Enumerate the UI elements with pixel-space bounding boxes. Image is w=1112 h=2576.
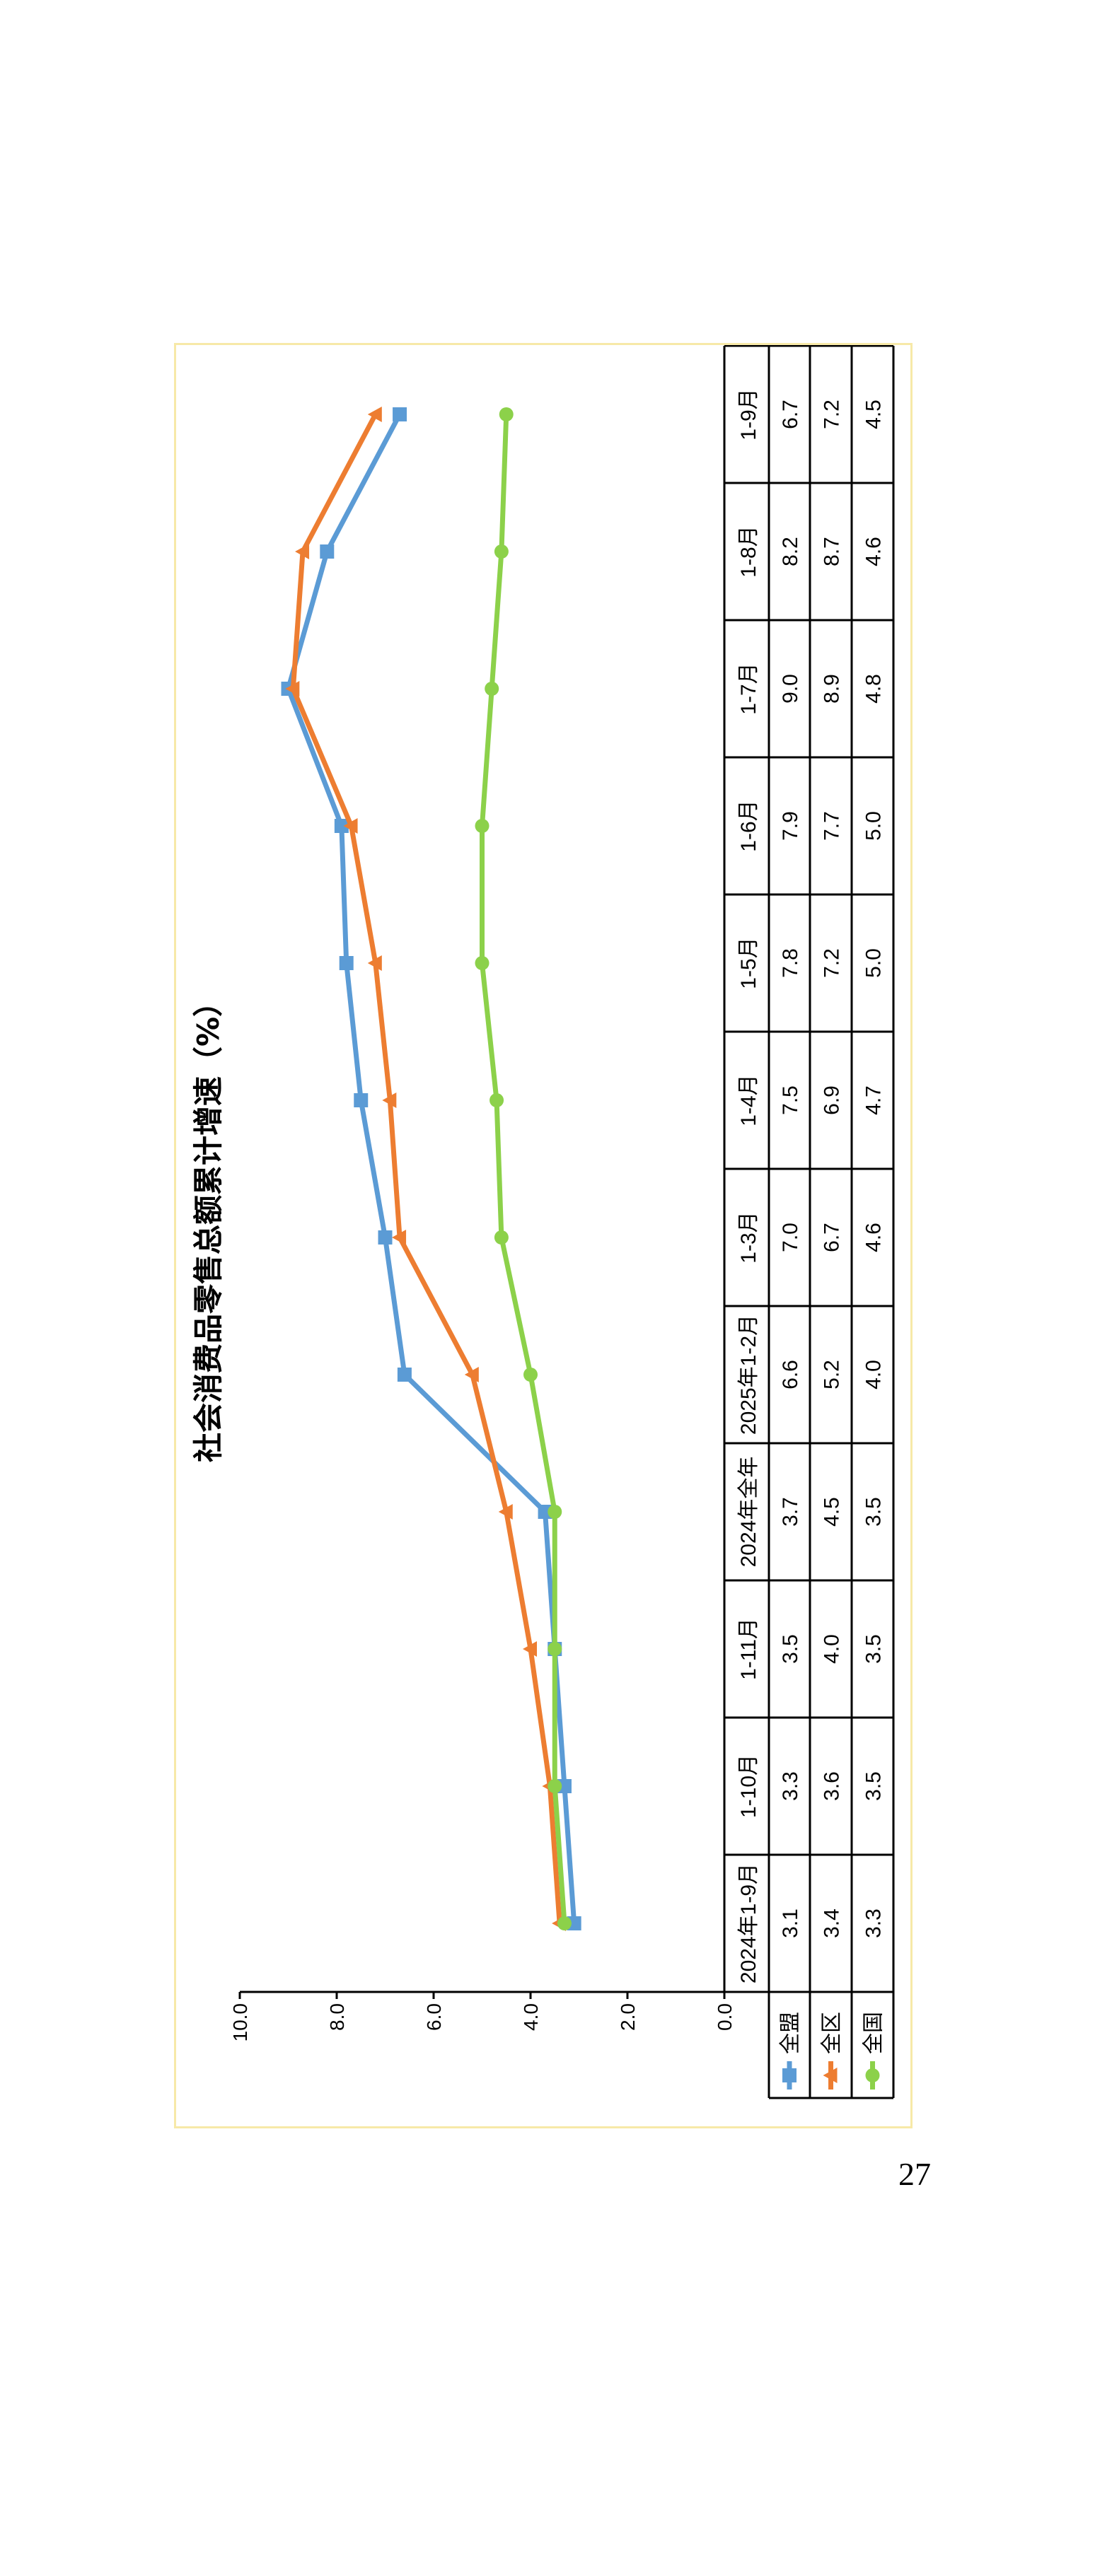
y-tick-label: 10.0 (229, 2003, 251, 2042)
table-header-cell: 2025年1-2月 (737, 1315, 760, 1435)
data-point-square (397, 1368, 412, 1382)
table-header-cell: 1-6月 (737, 800, 760, 851)
table-value-cell: 3.6 (821, 1771, 844, 1801)
table-header-cell: 1-8月 (737, 525, 760, 577)
page-number: 27 (898, 2156, 931, 2192)
data-point-square (378, 1230, 393, 1245)
y-tick-label: 2.0 (617, 2003, 639, 2031)
data-point-circle (475, 819, 490, 833)
data-point-triangle (285, 681, 300, 697)
data-point-triangle (343, 818, 358, 834)
table-value-cell: 3.5 (862, 1497, 886, 1527)
data-point-square (393, 407, 407, 421)
table-header-cell: 1-7月 (737, 663, 760, 714)
table-value-cell: 3.3 (779, 1771, 802, 1801)
table-value-cell: 4.8 (862, 674, 886, 704)
data-point-square (354, 1093, 369, 1107)
data-point-triangle (367, 955, 382, 971)
table-value-cell: 5.2 (821, 1360, 844, 1389)
table-value-cell: 4.5 (862, 400, 886, 429)
data-point-circle (494, 544, 509, 559)
table-header-cell: 2024年1-9月 (737, 1863, 760, 1983)
table-value-cell: 5.0 (862, 811, 886, 841)
table-value-cell: 4.6 (862, 537, 886, 566)
table-value-cell: 3.5 (862, 1771, 886, 1801)
data-point-circle (494, 1230, 509, 1245)
data-point-square (557, 1779, 572, 1793)
table-header-cell: 1-5月 (737, 937, 760, 989)
table-value-cell: 8.7 (821, 537, 844, 566)
data-point-circle (485, 682, 499, 696)
table-value-cell: 3.5 (779, 1634, 802, 1664)
y-tick-label: 8.0 (326, 2003, 348, 2031)
series-line-全国 (480, 414, 567, 1924)
data-point-circle (499, 407, 514, 421)
table-value-cell: 3.7 (779, 1497, 802, 1527)
table-value-cell: 6.9 (821, 1085, 844, 1115)
table-value-cell: 7.8 (779, 948, 802, 978)
series-line-全区 (290, 413, 562, 1924)
legend-circle-icon (865, 2068, 880, 2082)
table-value-cell: 7.2 (821, 948, 844, 978)
legend-label: 全国 (862, 2012, 886, 2054)
series-line-全盟 (286, 413, 577, 1924)
table-header-cell: 1-3月 (737, 1211, 760, 1263)
data-point-triangle (523, 1641, 537, 1657)
data-point-circle (548, 1779, 562, 1793)
line-chart: 社会消费品零售总额累计增速（%） 0.0 2.0 4.0 6.0 8.0 10.0 202… (191, 345, 895, 2099)
table-value-cell: 4.0 (821, 1634, 844, 1664)
legend-triangle-icon (823, 2068, 838, 2083)
table-header-cell: 1-11月 (737, 1618, 760, 1680)
data-point-circle (557, 1916, 572, 1930)
y-tick-label: 4.0 (520, 2003, 542, 2031)
table-value-cell: 3.5 (862, 1634, 886, 1664)
table-value-cell: 6.6 (779, 1360, 802, 1389)
table-value-cell: 7.0 (779, 1223, 802, 1252)
table-header-cell: 1-10月 (737, 1754, 760, 1818)
data-point-square (567, 1916, 581, 1930)
table-value-cell: 8.9 (821, 674, 844, 704)
data-point-triangle (498, 1504, 513, 1520)
table-header-cell: 1-4月 (737, 1074, 760, 1126)
table-value-cell: 9.0 (779, 674, 802, 704)
table-value-cell: 4.5 (821, 1497, 844, 1527)
legend-label: 全盟 (778, 2012, 803, 2054)
data-point-square (339, 956, 354, 970)
legend-square-icon (782, 2068, 797, 2082)
table-value-cell: 7.9 (779, 811, 802, 841)
table-value-cell: 4.6 (862, 1223, 886, 1252)
table-value-cell: 3.1 (779, 1908, 802, 1938)
table-value-cell: 3.3 (862, 1908, 886, 1938)
legend-label: 全区 (820, 2012, 845, 2054)
chart-title: 社会消费品零售总额累计增速（%） (191, 987, 226, 1462)
y-tick-label: 0.0 (714, 2003, 736, 2031)
table-value-cell: 6.7 (779, 400, 802, 429)
data-point-circle (475, 956, 490, 970)
table-value-cell: 7.7 (821, 811, 844, 841)
data-point-triangle (367, 407, 382, 422)
data-point-triangle (382, 1092, 397, 1108)
table-header-cell: 1-9月 (737, 388, 760, 440)
table-value-cell: 8.2 (779, 537, 802, 566)
data-point-square (320, 544, 335, 559)
data-point-square (334, 819, 349, 833)
y-tick-label: 6.0 (423, 2003, 445, 2031)
data-point-circle (548, 1505, 562, 1519)
data-point-triangle (295, 544, 310, 559)
table-value-cell: 6.7 (821, 1223, 844, 1252)
data-point-triangle (464, 1367, 479, 1382)
table-value-cell: 3.4 (821, 1908, 844, 1938)
chart-frame: 社会消费品零售总额累计增速（%） 0.0 2.0 4.0 6.0 8.0 10.0 202… (174, 343, 913, 2128)
data-point-triangle (392, 1230, 407, 1245)
table-value-cell: 4.7 (862, 1085, 886, 1115)
table-value-cell: 7.2 (821, 400, 844, 429)
data-point-circle (490, 1093, 504, 1107)
table-header-cell: 2024年全年 (737, 1457, 760, 1568)
table-value-cell: 5.0 (862, 948, 886, 978)
table-value-cell: 7.5 (779, 1085, 802, 1115)
data-point-circle (523, 1368, 538, 1382)
table-value-cell: 4.0 (862, 1360, 886, 1389)
data-point-square (538, 1505, 552, 1519)
data-point-circle (548, 1642, 562, 1656)
